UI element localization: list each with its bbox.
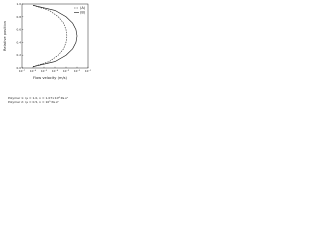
y-tick-label: 0.4 bbox=[17, 40, 22, 44]
legend-label: (A) bbox=[80, 6, 86, 10]
x-tick-label: 10⁻⁶ bbox=[30, 69, 37, 73]
x-axis-label: Flow velocity (m/s) bbox=[33, 76, 68, 80]
chart: Flow velocity (m/s) Relative position Po… bbox=[3, 2, 91, 104]
x-tick-label: 10⁻⁵ bbox=[41, 69, 47, 73]
plot-frame bbox=[21, 3, 89, 69]
x-tick-label: 10⁻¹ bbox=[85, 69, 91, 73]
caption-line: Polymer 1: η₀ = 1.0, n = 1.07×10⁴ Pa·sⁿ bbox=[8, 96, 69, 100]
caption-line: Polymer 2: η₀ = 0.5, n = 10⁵ Pa·sⁿ bbox=[8, 100, 60, 104]
page: Flow velocity (m/s) Relative position Po… bbox=[0, 0, 320, 108]
y-tick-label: 0.2 bbox=[17, 53, 22, 57]
y-tick-label: 0.6 bbox=[17, 28, 22, 32]
y-axis-label: Relative position bbox=[3, 21, 7, 51]
x-tick-label: 10⁻⁴ bbox=[52, 69, 59, 73]
legend-label: (B) bbox=[80, 11, 86, 15]
x-tick-label: 10⁻² bbox=[74, 69, 80, 73]
x-tick-label: 10⁻⁷ bbox=[19, 69, 25, 73]
y-tick-label: 0.8 bbox=[17, 15, 22, 19]
y-tick-label: 1.0 bbox=[17, 2, 22, 6]
y-tick-label: 0.0 bbox=[17, 66, 22, 70]
series-line bbox=[32, 4, 78, 68]
x-tick-label: 10⁻³ bbox=[63, 69, 69, 73]
